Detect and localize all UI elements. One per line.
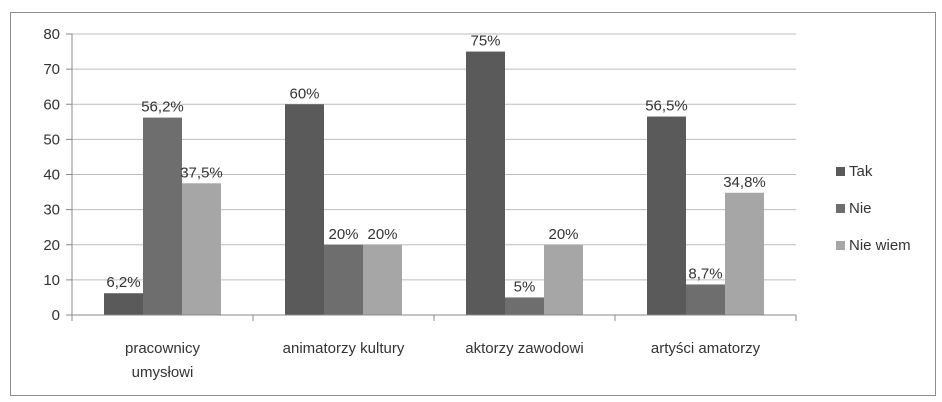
- data-label: 5%: [514, 278, 536, 295]
- bar: [466, 51, 505, 315]
- x-axis: pracownicy umysłowi animatorzy kultury akto…: [71, 314, 797, 381]
- legend-label: Nie wiem: [849, 237, 911, 254]
- bar: [104, 293, 143, 315]
- bar: [363, 244, 402, 315]
- y-tick-label: 50: [43, 131, 60, 148]
- data-label: 20%: [367, 226, 397, 243]
- bars: [104, 51, 764, 315]
- data-label: 60%: [289, 85, 319, 102]
- y-tick-label: 80: [43, 26, 60, 43]
- y-tick-label: 30: [43, 202, 60, 219]
- legend-label: Nie: [849, 200, 872, 217]
- y-tick-label: 10: [43, 272, 60, 289]
- x-category-label: umysłowi: [132, 364, 194, 381]
- bar: [544, 244, 583, 315]
- legend: Tak Nie Nie wiem: [836, 163, 911, 254]
- data-label: 75%: [470, 33, 500, 50]
- data-label: 37,5%: [180, 164, 223, 181]
- bar: [143, 117, 182, 315]
- bar: [686, 284, 725, 315]
- data-labels: 6,2% 56,2% 37,5% 60% 20% 20% 75% 5% 20% 56,5% 8,7%…: [106, 33, 765, 296]
- x-category-label: animatorzy kultury: [283, 340, 405, 357]
- y-tick-label: 40: [43, 167, 60, 184]
- data-label: 34,8%: [723, 174, 766, 191]
- data-label: 56,2%: [141, 99, 184, 116]
- data-label: 20%: [328, 226, 358, 243]
- x-category-label: pracownicy: [125, 340, 201, 357]
- y-tick-label: 70: [43, 61, 60, 78]
- bar: [324, 244, 363, 315]
- legend-swatch: [836, 241, 845, 250]
- data-label: 8,7%: [688, 265, 722, 282]
- x-category-label: aktorzy zawodowi: [465, 340, 583, 357]
- bar: [725, 192, 764, 315]
- y-tick-label: 20: [43, 237, 60, 254]
- data-label: 56,5%: [645, 98, 688, 115]
- data-label: 6,2%: [106, 274, 140, 291]
- bar: [182, 183, 221, 315]
- bar: [647, 116, 686, 315]
- x-category-label: artyści amatorzy: [651, 340, 761, 357]
- bar: [505, 297, 544, 315]
- data-label: 20%: [548, 226, 578, 243]
- y-axis: 0 10 20 30 40 50 60 70 80: [43, 26, 73, 324]
- legend-swatch: [836, 204, 845, 213]
- y-tick-label: 60: [43, 96, 60, 113]
- bar: [285, 104, 324, 315]
- y-tick-label: 0: [52, 307, 60, 324]
- legend-swatch: [836, 167, 845, 176]
- legend-label: Tak: [849, 163, 873, 180]
